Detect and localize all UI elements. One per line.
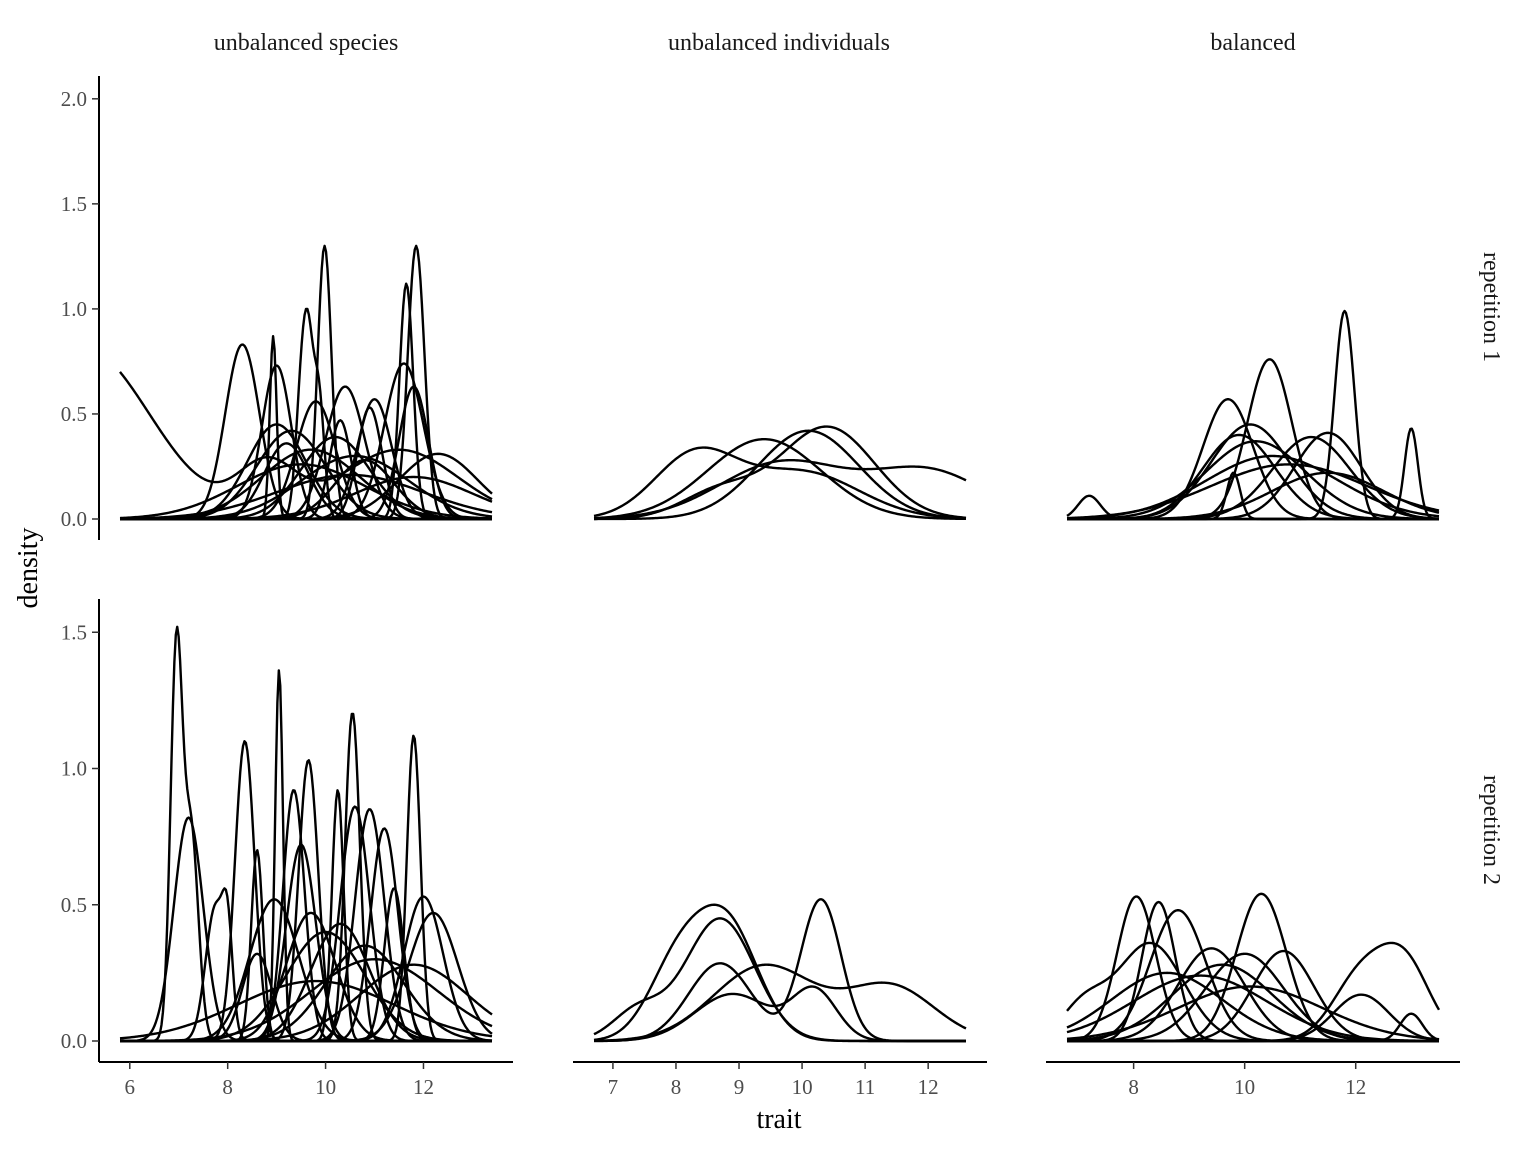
density-curve-r2-c1-22 — [120, 930, 493, 1043]
x-tick-label: 10 — [1234, 1075, 1255, 1099]
density-curve-r1-c3-13 — [1067, 471, 1440, 521]
x-tick-label: 12 — [918, 1075, 939, 1099]
density-curve-r2-c3-11 — [1066, 974, 1439, 1043]
y-tick-label: 1.0 — [61, 297, 87, 321]
panel-r2-c2: 7 8 9 10 11 12 — [573, 898, 987, 1099]
x-tick-label: 8 — [671, 1075, 682, 1099]
density-curve-r1-c3-11 — [1066, 454, 1440, 520]
panel-r2-c1: 0.0 0.5 1.0 1.5 6 8 10 12 — [61, 599, 513, 1099]
density-curve-r1-c3-6 — [1066, 440, 1440, 521]
strip-label-col-3: balanced — [1210, 30, 1295, 56]
y-tick-label: 0.0 — [61, 507, 87, 531]
x-tick-label: 6 — [125, 1075, 136, 1099]
x-tick-label: 12 — [413, 1075, 434, 1099]
x-tick-label: 10 — [792, 1075, 813, 1099]
x-tick-label: 7 — [608, 1075, 619, 1099]
strip-label-row-1: repetition 1 — [1478, 252, 1504, 362]
strip-label-col-2: unbalanced individuals — [668, 30, 890, 56]
strip-label-col-1: unbalanced species — [214, 30, 399, 56]
density-curve-r2-c2-1 — [593, 903, 966, 1043]
strip-label-row-2: repetition 2 — [1478, 775, 1504, 885]
panel-r1-c3 — [1066, 309, 1440, 521]
panel-r1-c1: 0.0 0.5 1.0 1.5 2.0 — [61, 76, 493, 540]
density-curve-r1-c1-26 — [120, 458, 493, 521]
density-curve-r2-c3-1 — [1067, 892, 1439, 1043]
density-curve-r2-c2-4 — [593, 963, 967, 1042]
density-curve-r1-c2-1 — [593, 446, 967, 520]
density-curve-r2-c3-15 — [1066, 963, 1439, 1043]
y-tick-label: 1.0 — [61, 757, 87, 781]
density-curve-r1-c1-6 — [120, 335, 492, 521]
x-axis-title: trait — [756, 1104, 801, 1135]
density-curve-r1-c2-5 — [593, 458, 967, 520]
x-tick-label: 8 — [1128, 1075, 1139, 1099]
x-tick-label: 9 — [734, 1075, 745, 1099]
y-tick-label: 0.0 — [61, 1029, 87, 1053]
density-curve-r2-c2-3 — [594, 898, 966, 1043]
y-tick-label: 0.5 — [61, 893, 87, 917]
density-curve-r1-c2-4 — [593, 425, 967, 521]
y-tick-label: 2.0 — [61, 87, 87, 111]
density-curve-r1-c3-12 — [1066, 463, 1440, 520]
density-curve-r1-c1-7 — [120, 343, 492, 521]
panel-r1-c2 — [593, 425, 967, 521]
density-curve-r2-c3-12 — [1067, 993, 1440, 1043]
x-tick-label: 11 — [855, 1075, 875, 1099]
facet-panels: 0.0 0.5 1.0 1.5 2.0 0.0 0.5 1.0 1.5 6 8 10 12 7 8 9 10 11… — [61, 76, 1460, 1099]
density-curve-r2-c1-23 — [120, 944, 493, 1043]
y-tick-label: 0.5 — [61, 402, 87, 426]
density-curve-r1-c3-2 — [1067, 358, 1439, 521]
density-curve-r1-c1-22 — [119, 463, 493, 520]
density-curve-r1-c2-3 — [594, 429, 967, 521]
y-tick-label: 1.5 — [61, 620, 87, 644]
density-curve-r2-c2-2 — [593, 917, 966, 1043]
density-curve-r1-c3-1 — [1067, 309, 1439, 521]
density-curve-r2-c1-26 — [119, 979, 493, 1040]
density-curve-r1-c1-23 — [119, 473, 493, 520]
y-axis-title: density — [13, 528, 44, 609]
x-tick-label: 10 — [315, 1075, 336, 1099]
density-curve-r2-c1-27 — [120, 952, 492, 1043]
panel-r2-c3: 8 10 12 — [1046, 892, 1460, 1099]
density-curve-r1-c1-5 — [120, 282, 492, 521]
density-curve-r2-c2-5 — [594, 985, 966, 1043]
y-tick-label: 1.5 — [61, 192, 87, 216]
x-tick-label: 8 — [222, 1075, 233, 1099]
x-tick-label: 12 — [1345, 1075, 1366, 1099]
